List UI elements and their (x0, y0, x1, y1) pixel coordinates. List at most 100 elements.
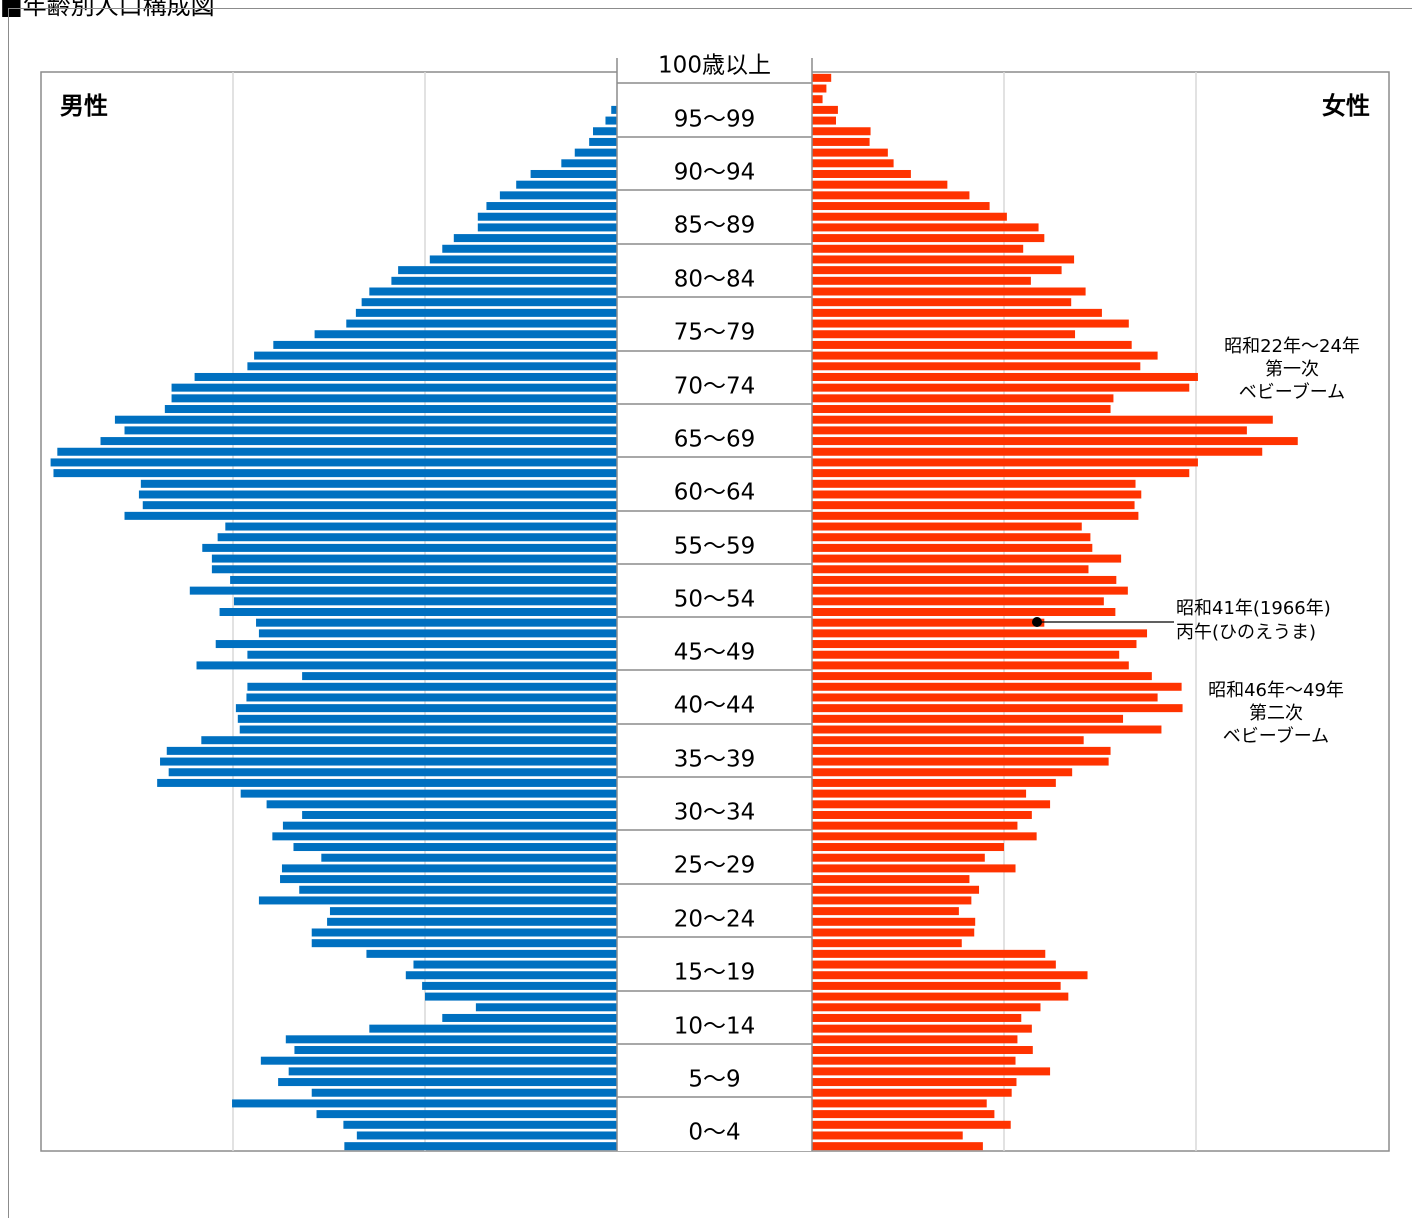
female-bar (812, 885, 980, 894)
annotation-first-baby-boom: 第一次 (1265, 359, 1319, 380)
male-bar (225, 522, 617, 531)
male-bar (316, 1110, 617, 1119)
male-bar (256, 618, 617, 627)
age-group-label: 75～79 (674, 320, 756, 346)
male-bar (278, 1078, 617, 1087)
male-bar (53, 469, 618, 478)
annotation-second-baby-boom: ベビーブーム (1223, 725, 1329, 747)
male-bar (272, 832, 617, 841)
female-bar (812, 650, 1120, 659)
female-bar (812, 73, 832, 82)
female-bar (812, 95, 823, 104)
male-bar (299, 885, 617, 894)
female-bar (812, 875, 970, 884)
female-bar (812, 127, 871, 136)
female-bar (812, 202, 990, 211)
male-bar (237, 714, 618, 723)
male-bar (530, 169, 617, 178)
female-bar (812, 105, 838, 114)
female-bar (812, 992, 1069, 1001)
male-bar (294, 1046, 617, 1055)
male-bar (413, 960, 617, 969)
male-bar (211, 554, 617, 563)
female-bar (812, 490, 1142, 499)
female-bar (812, 821, 1018, 830)
male-bar (142, 501, 617, 510)
female-bar (812, 565, 1089, 574)
male-bar (140, 479, 617, 488)
female-bar (812, 362, 1141, 371)
female-bar (812, 469, 1190, 478)
female-bar (812, 939, 962, 948)
female-bar (812, 223, 1039, 232)
female-bar (812, 234, 1045, 243)
female-bar (812, 383, 1190, 392)
male-bar (114, 415, 618, 424)
female-bar (812, 586, 1128, 595)
outer-frame (8, 8, 1412, 1218)
female-bar (812, 180, 948, 189)
female-bar (812, 308, 1102, 317)
male-bar (258, 629, 617, 638)
female-bar (812, 255, 1075, 264)
male-bar (230, 575, 617, 584)
female-bar (812, 672, 1152, 681)
female-bar (812, 864, 1016, 873)
annotation-hinoeuma: 丙午(ひのえうま) (1176, 622, 1316, 643)
female-bar (812, 960, 1056, 969)
male-bar (219, 608, 617, 616)
female-bar (812, 511, 1139, 520)
annotation-hinoeuma: 昭和41年(1966年) (1176, 598, 1331, 619)
female-label: 女性 (1322, 92, 1370, 120)
male-bar (293, 843, 617, 852)
male-bar (361, 298, 617, 307)
male-bar (442, 244, 617, 253)
male-bar (100, 437, 617, 446)
age-group-label: 60～64 (674, 480, 756, 506)
male-bar (171, 394, 617, 403)
male-bar (422, 981, 617, 990)
male-bar (369, 1024, 617, 1033)
male-bar (260, 1056, 617, 1065)
male-bar (302, 672, 617, 681)
female-bar (812, 597, 1104, 606)
male-bar (398, 266, 617, 275)
female-bar (812, 907, 959, 916)
female-bar (812, 372, 1198, 381)
female-bar (812, 394, 1114, 403)
male-bar (327, 917, 617, 926)
male-bar (247, 650, 617, 659)
male-bar (138, 490, 618, 499)
male-bar (285, 1035, 617, 1044)
age-group-label: 15～19 (674, 960, 756, 986)
male-bar (281, 864, 617, 873)
female-bar (812, 1035, 1018, 1044)
age-group-label: 35～39 (674, 747, 756, 773)
female-bar (812, 1131, 963, 1140)
age-group-label: 30～34 (674, 800, 756, 826)
age-group-label: 20～24 (674, 907, 756, 933)
age-group-label: 50～54 (674, 587, 756, 613)
female-bar (812, 319, 1129, 328)
female-bar (812, 608, 1116, 616)
male-bar (233, 597, 617, 606)
male-bar (343, 1120, 617, 1129)
female-bar (812, 244, 1024, 253)
female-bar (812, 1024, 1032, 1033)
female-bar (812, 1003, 1041, 1012)
male-bar (475, 1003, 617, 1012)
female-bar (812, 533, 1091, 542)
male-bar (246, 693, 617, 702)
female-bar (812, 575, 1117, 584)
female-bar (812, 522, 1082, 531)
male-bar (288, 1067, 617, 1076)
male-bar (50, 458, 618, 467)
female-bar (812, 917, 976, 926)
male-bar (561, 159, 617, 168)
male-bar (429, 255, 617, 264)
female-bar (812, 704, 1183, 713)
male-bar (516, 180, 617, 189)
male-bar (574, 148, 617, 157)
male-bar (369, 287, 617, 296)
